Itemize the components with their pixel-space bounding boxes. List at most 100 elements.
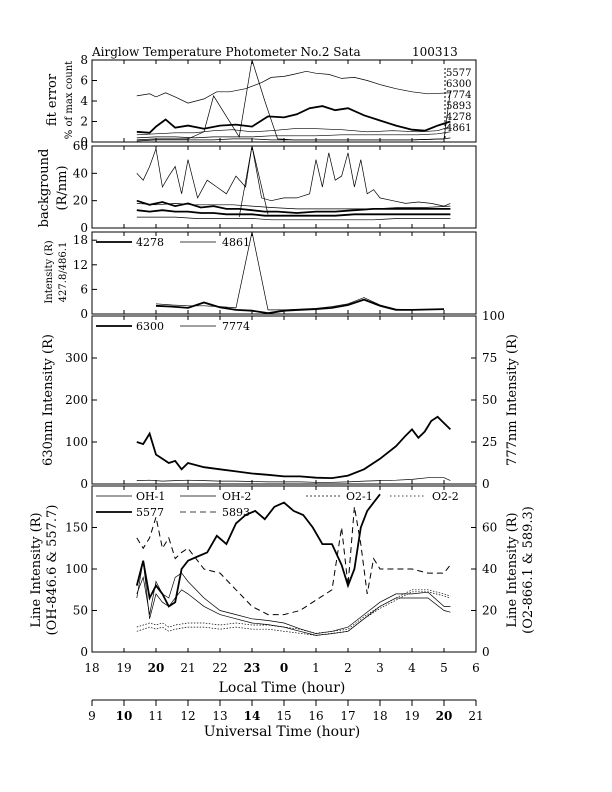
panel4-ylabel-right: 777nm Intensity (R): [505, 334, 520, 466]
legend-o22-label: O2-2: [432, 490, 459, 503]
universal-time-tick-label: 20: [436, 709, 453, 723]
series-5577: [135, 493, 381, 608]
local-time-tick-label: 22: [212, 661, 227, 675]
universal-time-tick-label: 16: [308, 709, 323, 723]
panel4-ytick-right-label: 75: [482, 351, 497, 365]
series-7774: [136, 477, 451, 483]
panel4-ytick-label: 0: [80, 477, 88, 491]
series-O2-1: [136, 589, 451, 634]
series-mid-bold: [136, 199, 451, 214]
local-time-tick-label: 4: [408, 661, 416, 675]
panel5-ytick-right-label: 60: [482, 521, 497, 535]
panel3-ytick-label: 18: [73, 233, 88, 247]
series-5577: [136, 70, 451, 104]
panel4-ytick-right-label: 50: [482, 393, 497, 407]
panel2-ytick-label: 20: [73, 194, 88, 208]
fit-error-label-6300: 6300: [446, 79, 471, 90]
panel5-ytick-right-label: 0: [482, 645, 490, 659]
series-low-thin: [136, 216, 451, 221]
panel3-ylabel: Intensity (R): [44, 240, 55, 303]
local-time-tick-label: 21: [180, 661, 195, 675]
universal-time-tick-label: 17: [340, 709, 355, 723]
legend-oh2-label: OH-2: [222, 490, 251, 503]
panel1-ylabel: fit error: [45, 73, 60, 126]
panel4-ylabel: 630nm Intensity (R): [41, 334, 56, 466]
series-7774: [136, 126, 451, 136]
panel2-ytick-label: 40: [73, 166, 88, 180]
legend-5893-label: 5893: [222, 506, 250, 519]
series-O2-2: [136, 591, 451, 636]
series-OH-2: [136, 572, 451, 635]
series-OH-1: [136, 560, 451, 636]
local-time-tick-label: 6: [472, 661, 480, 675]
panel2-ylabel: background: [37, 149, 52, 228]
series-6300: [136, 105, 451, 134]
panel4-ytick-right-label: 25: [482, 435, 497, 449]
panel5-ylabel2: (OH-846.6 & 557.7): [45, 505, 60, 636]
panel2-ytick-label: 60: [73, 139, 88, 153]
series-4861: [155, 231, 445, 311]
panel4-ytick-label: 200: [65, 393, 88, 407]
panel3-ylabel2: 427.8/486.1: [58, 242, 69, 303]
legend-6300-label: 6300: [136, 320, 164, 333]
legend-5577-label: 5577: [136, 506, 164, 519]
fit-error-label-5893: 5893: [446, 101, 471, 112]
panel5-ytick-label: 150: [65, 521, 88, 535]
series-5893: [136, 131, 451, 139]
panel5-ylabel-right: Line Intensity (R): [505, 512, 520, 627]
legend-7774-label: 7774: [222, 320, 250, 333]
local-time-tick-label: 5: [440, 661, 448, 675]
series-low-bold: [136, 209, 451, 217]
panel1-ytick-label: 2: [80, 115, 88, 129]
universal-time-tick-label: 19: [404, 709, 419, 723]
local-time-tick-label: 18: [84, 661, 99, 675]
figure-date-code: 100313: [412, 45, 458, 59]
fit-error-label-5577: 5577: [446, 68, 471, 79]
panel1-ytick-label: 4: [80, 94, 88, 108]
universal-time-tick-label: 14: [244, 709, 261, 723]
panel4-ytick-right-label: 0: [482, 477, 490, 491]
panel5-ytick-label: 100: [65, 562, 88, 576]
panel1-ytick-label: 0: [80, 135, 88, 149]
chart-marks: 0246802040600612180100200300025507510005…: [65, 53, 505, 723]
local-time-tick-label: 20: [148, 661, 165, 675]
panel5-ylabel-right2: (O2-866.1 & 589.3): [521, 506, 536, 634]
series-5893: [136, 506, 451, 616]
panel3-ytick-label: 12: [73, 258, 88, 272]
local-time-tick-label: 0: [280, 661, 288, 675]
universal-time-label: Universal Time (hour): [204, 724, 361, 740]
panel4-ytick-right-label: 100: [482, 309, 505, 323]
local-time-tick-label: 2: [344, 661, 352, 675]
panel1-ytick-label: 6: [80, 74, 88, 88]
universal-time-tick-label: 12: [180, 709, 195, 723]
universal-time-tick-label: 10: [116, 709, 133, 723]
fit-error-label-7774: 7774: [446, 90, 471, 101]
universal-time-tick-label: 11: [148, 709, 163, 723]
panel2-ylabel2: (R/nm): [55, 165, 70, 210]
local-time-label: Local Time (hour): [219, 680, 346, 696]
universal-time-tick-label: 13: [212, 709, 227, 723]
panel1-ytick-label: 8: [80, 53, 88, 67]
series-upper-thin: [136, 145, 451, 207]
panel5-ytick-right-label: 20: [482, 604, 497, 618]
local-time-tick-label: 19: [116, 661, 131, 675]
legend-o21-label: O2-1: [346, 490, 373, 503]
series-spike: [238, 145, 269, 218]
panel5-ylabel: Line Intensity (R): [29, 512, 44, 627]
panel-frame-4: [91, 315, 477, 485]
universal-time-tick-label: 18: [372, 709, 387, 723]
panel5-ytick-label: 50: [73, 604, 88, 618]
legend-4278-label: 4278: [136, 236, 164, 249]
panel5-ytick-right-label: 40: [482, 562, 497, 576]
universal-time-tick-label: 21: [468, 709, 483, 723]
series-4861: [136, 137, 451, 142]
panel4-ytick-label: 100: [65, 435, 88, 449]
figure-title: Airglow Temperature Photometer No.2 Sata: [91, 45, 361, 59]
panel4-ytick-label: 300: [65, 351, 88, 365]
series-6300: [136, 415, 452, 480]
legend-oh1-label: OH-1: [136, 490, 165, 503]
local-time-tick-label: 3: [376, 661, 384, 675]
local-time-tick-label: 23: [244, 661, 261, 675]
panel1-ylabel2: % of max count: [64, 61, 75, 139]
